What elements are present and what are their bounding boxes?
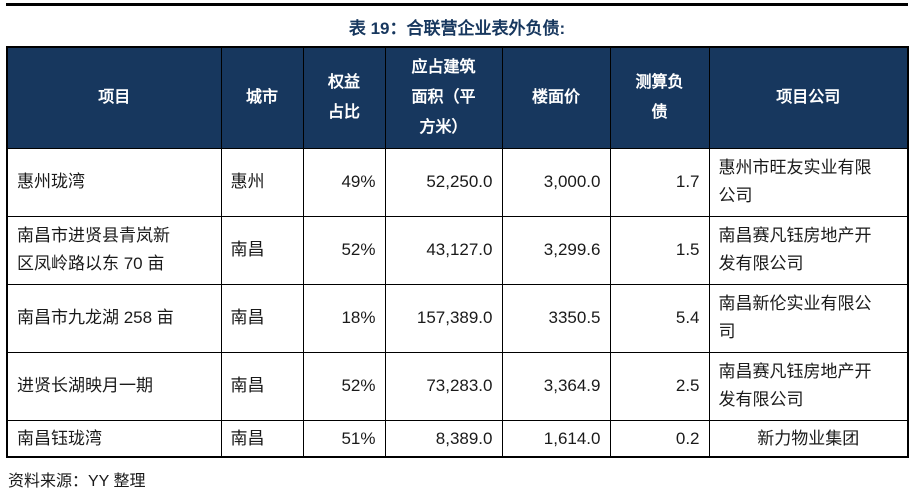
column-header-project: 项目 — [6, 46, 222, 149]
cell-liability: 1.5 — [609, 215, 710, 285]
header-row: 项目 城市 权益 占比 应占建筑 面积（平 方米） 楼面价 测算负 债项目公司 — [6, 46, 909, 149]
cell-area: 8,389.0 — [384, 419, 503, 458]
cell-liability: 1.7 — [609, 147, 710, 217]
cell-equity: 49% — [302, 147, 386, 217]
cell-area: 73,283.0 — [384, 351, 503, 421]
cell-city: 惠州 — [220, 147, 304, 217]
table-row: 南昌市九龙湖 258 亩南昌 18% 157,389.0 3350.5 5.4 南昌新伦实… — [6, 283, 909, 353]
top-rule — [6, 3, 908, 6]
cell-equity: 52% — [302, 351, 386, 421]
cell-liability: 5.4 — [609, 283, 710, 353]
table-row: 南昌市进贤县青岚新 区凤岭路以东 70 亩南昌 52% 43,127.0 3,299.… — [6, 215, 909, 285]
column-header-liability: 测算负 债 — [609, 46, 710, 149]
source-note: 资料来源：YY 整理 — [8, 473, 146, 491]
cell-company: 南昌赛凡钰房地产开 发有限公司 — [708, 351, 909, 421]
cell-company: 惠州市旺友实业有限 公司 — [708, 147, 909, 217]
cell-project: 进贤长湖映月一期 — [6, 351, 222, 421]
cell-price: 1,614.0 — [501, 419, 611, 458]
table-row: 进贤长湖映月一期 南昌 52% 73,283.0 3,364.9 2.5 南昌赛凡钰房地产开… — [6, 351, 909, 421]
cell-liability: 0.2 — [609, 419, 710, 458]
column-header-area: 应占建筑 面积（平 方米） — [384, 46, 503, 149]
cell-city: 南昌 — [220, 419, 304, 458]
cell-project: 南昌市九龙湖 258 亩 — [6, 283, 222, 353]
off-balance-liabilities-table: 项目 城市 权益 占比 应占建筑 面积（平 方米） 楼面价 测算负 债项目公司 惠州珑湾惠… — [6, 46, 909, 459]
column-header-city: 城市 — [220, 46, 304, 149]
cell-company: 南昌赛凡钰房地产开 发有限公司 — [708, 215, 909, 285]
cell-price: 3,299.6 — [501, 215, 611, 285]
table-row: 南昌钰珑湾 南昌 51% 8,389.0 1,614.0 0.2 新力物业集团 — [6, 419, 909, 458]
cell-project: 南昌市进贤县青岚新 区凤岭路以东 70 亩 — [6, 215, 222, 285]
cell-area: 43,127.0 — [384, 215, 503, 285]
cell-price: 3350.5 — [501, 283, 611, 353]
cell-city: 南昌 — [220, 283, 304, 353]
cell-company: 新力物业集团 — [708, 419, 909, 458]
cell-project: 惠州珑湾 — [6, 147, 222, 217]
cell-project: 南昌钰珑湾 — [6, 419, 222, 458]
cell-area: 157,389.0 — [384, 283, 503, 353]
cell-city: 南昌 — [220, 215, 304, 285]
cell-price: 3,000.0 — [501, 147, 611, 217]
cell-area: 52,250.0 — [384, 147, 503, 217]
cell-equity: 52% — [302, 215, 386, 285]
table-row: 惠州珑湾 惠州 49% 52,250.0 3,000.0 1.7 惠州市旺友实业有限 公司 — [6, 147, 909, 217]
table-header: 项目 城市 权益 占比 应占建筑 面积（平 方米） 楼面价 测算负 债项目公司 — [6, 46, 909, 149]
table-title: 表 19：合联营企业表外负债: — [348, 19, 566, 38]
cell-city: 南昌 — [220, 351, 304, 421]
column-header-company: 项目公司 — [708, 46, 909, 149]
column-header-equity: 权益 占比 — [302, 46, 386, 149]
column-header-price: 楼面价 — [501, 46, 611, 149]
cell-company: 南昌新伦实业有限公 司 — [708, 283, 909, 353]
cell-liability: 2.5 — [609, 351, 710, 421]
cell-equity: 51% — [302, 419, 386, 458]
cell-price: 3,364.9 — [501, 351, 611, 421]
document-page: 表 19：合联营企业表外负债: 项目 城市 权益 占比 应占建筑 面积（平 方米） 楼面… — [0, 3, 914, 494]
cell-equity: 18% — [302, 283, 386, 353]
table-body: 惠州珑湾 惠州 49% 52,250.0 3,000.0 1.7 惠州市旺友实业有限 公司南… — [6, 147, 909, 458]
